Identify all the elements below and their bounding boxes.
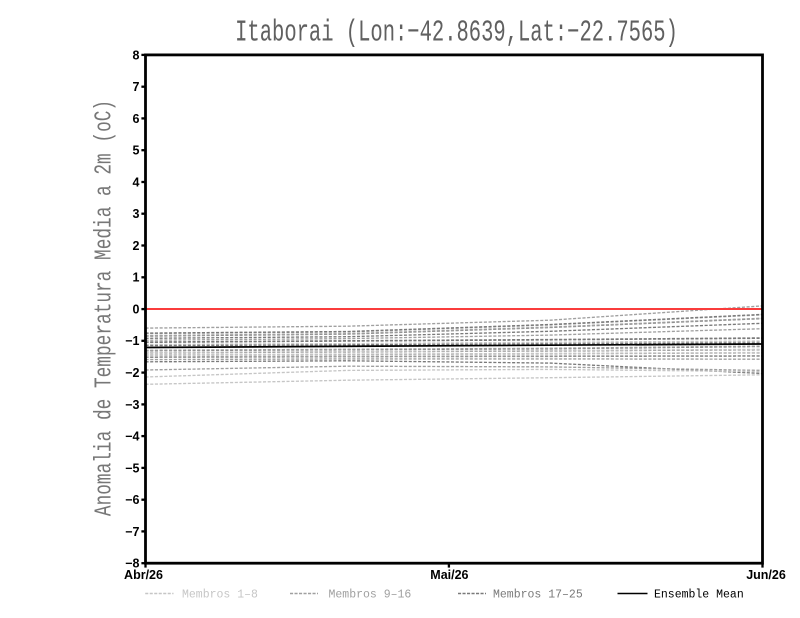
svg-text:−2: −2 bbox=[125, 366, 139, 380]
svg-text:Mai/26: Mai/26 bbox=[430, 568, 468, 582]
svg-text:7: 7 bbox=[133, 80, 140, 94]
svg-text:−8: −8 bbox=[125, 557, 139, 571]
svg-text:Membros 1–8: Membros 1–8 bbox=[182, 589, 258, 602]
svg-text:−3: −3 bbox=[125, 398, 139, 412]
svg-text:−4: −4 bbox=[125, 430, 139, 444]
svg-text:6: 6 bbox=[133, 112, 140, 126]
svg-text:−7: −7 bbox=[125, 525, 139, 539]
svg-text:Ensemble Mean: Ensemble Mean bbox=[654, 589, 744, 602]
svg-text:−6: −6 bbox=[125, 493, 139, 507]
svg-text:Membros 17–25: Membros 17–25 bbox=[493, 589, 583, 602]
svg-text:Anomalia de Temperatura Media: Anomalia de Temperatura Media a 2m (oC) bbox=[91, 100, 118, 516]
svg-text:−5: −5 bbox=[125, 461, 139, 475]
svg-text:−1: −1 bbox=[125, 334, 139, 348]
svg-text:2: 2 bbox=[133, 239, 140, 253]
svg-text:4: 4 bbox=[133, 175, 140, 189]
svg-text:Abr/26: Abr/26 bbox=[124, 568, 163, 582]
svg-text:1: 1 bbox=[133, 271, 140, 285]
svg-text:Membros 9–16: Membros 9–16 bbox=[329, 589, 412, 602]
svg-text:Jun/26: Jun/26 bbox=[746, 568, 786, 582]
svg-text:5: 5 bbox=[133, 144, 140, 158]
svg-text:3: 3 bbox=[133, 207, 140, 221]
svg-text:Itaborai (Lon:−42.8639,Lat:−22: Itaborai (Lon:−42.8639,Lat:−22.7565) bbox=[235, 15, 678, 50]
svg-text:8: 8 bbox=[133, 48, 140, 62]
svg-text:0: 0 bbox=[133, 302, 140, 316]
